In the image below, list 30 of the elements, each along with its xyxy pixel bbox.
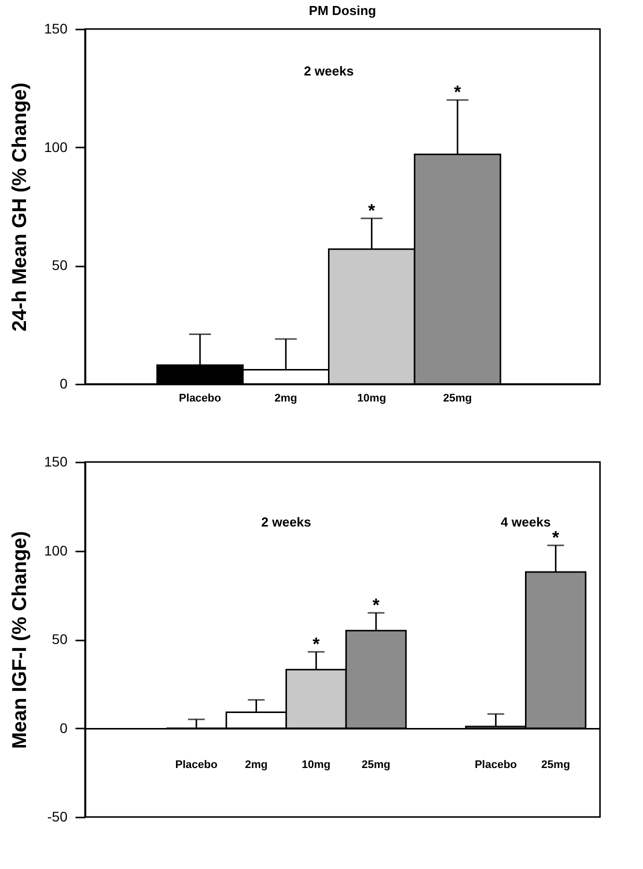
data-label: *	[372, 594, 380, 615]
y-tick-label: 50	[52, 631, 68, 647]
y-tick-label: 0	[60, 720, 68, 736]
x-tick-label: 10mg	[302, 758, 331, 771]
data-label: *	[454, 82, 462, 102]
y-tick-label: 150	[44, 20, 68, 36]
x-tick-label: 25mg	[541, 758, 570, 771]
y-tick-label: 100	[44, 138, 68, 155]
y-axis-title: Mean IGF-I (% Change)	[9, 531, 32, 749]
x-tick-label: 25mg	[443, 392, 472, 404]
x-tick-label: 2mg	[274, 392, 298, 404]
data-label: *	[312, 634, 320, 654]
annotation: 2 weeks	[261, 514, 312, 530]
annotation: 4 weeks	[500, 514, 551, 530]
x-tick-label: Placebo	[175, 758, 218, 771]
x-tick-label: 10mg	[357, 392, 386, 404]
chart-title: PM Dosing	[308, 3, 376, 18]
y-tick-label: 100	[44, 542, 68, 558]
x-tick-label: Placebo	[474, 758, 518, 771]
data-label: *	[552, 527, 560, 548]
y-tick-label: 150	[44, 454, 68, 470]
y-tick-label: 50	[52, 257, 68, 274]
y-axis-title: 24-h Mean GH (% Change)	[9, 82, 32, 332]
x-tick-label: 25mg	[362, 758, 390, 771]
y-tick-label: -50	[47, 808, 68, 824]
data-label: *	[368, 200, 376, 220]
annotation: 2 weeks	[304, 64, 354, 79]
y-tick-label: 0	[60, 376, 68, 392]
x-tick-label: Placebo	[178, 392, 222, 404]
x-tick-label: 2mg	[244, 758, 268, 771]
